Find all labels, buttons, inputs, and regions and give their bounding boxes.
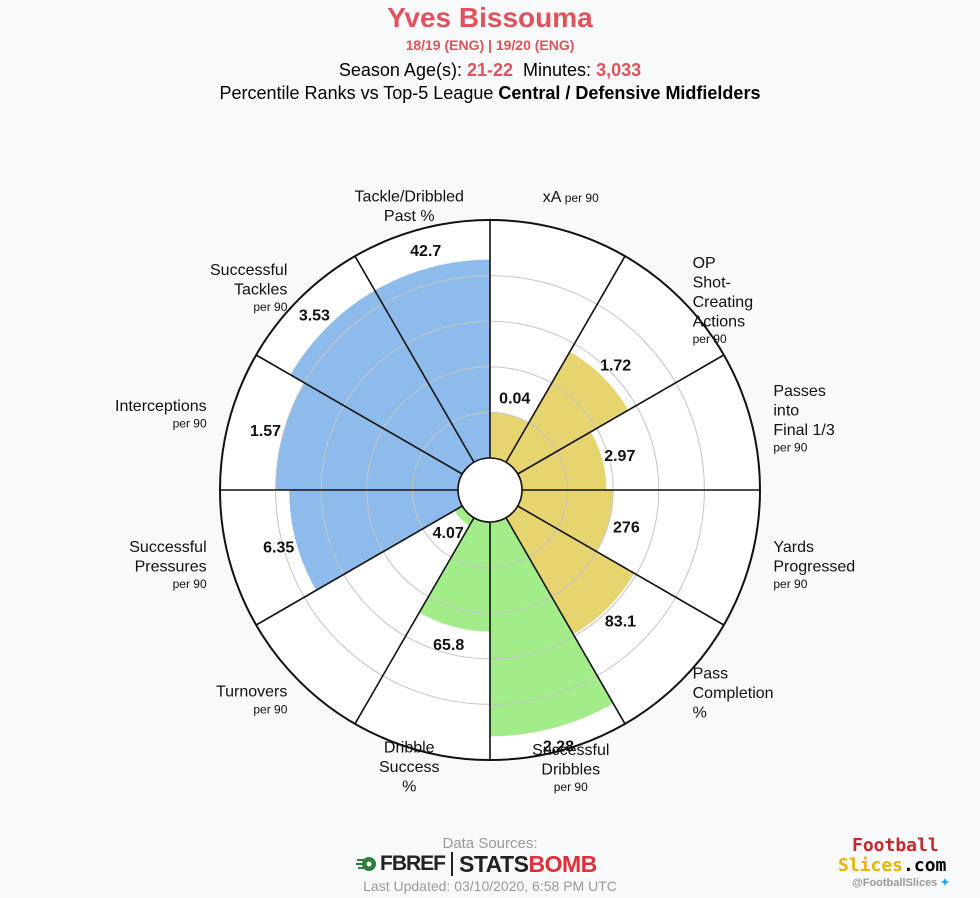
category-per90-2: per 90 <box>773 441 807 455</box>
footballslices-brand: Football Slices.com @FootballSlices ✦ <box>838 836 978 890</box>
minutes-value: 3,033 <box>596 60 642 80</box>
value-label-0: 0.04 <box>499 391 530 408</box>
category-label-8-line-1: Pressures <box>135 559 207 576</box>
category-label-6-line-1: Success <box>379 759 439 776</box>
category-label-3-line-1: Progressed <box>773 559 855 576</box>
statsbomb-text-b: BOMB <box>528 850 597 877</box>
data-source-logos: FBREF STATSBOMB <box>356 850 626 878</box>
fbref-ball-icon <box>356 857 376 871</box>
fbref-text: FBREF <box>380 852 446 875</box>
subtitle: Percentile Ranks vs Top-5 League Central… <box>0 83 980 104</box>
statsbomb-text-a: STATS <box>459 850 529 877</box>
category-label-10-line-1: Tackles <box>234 281 287 298</box>
spoke-11 <box>354 255 475 463</box>
minutes-label: Minutes: <box>523 60 592 80</box>
data-sources-label: Data Sources: <box>442 835 538 852</box>
category-per90-7: per 90 <box>253 702 287 716</box>
value-label-5: 2.28 <box>543 738 574 755</box>
category-label-0-line-0: xA per 90 <box>543 189 599 206</box>
bar-3 <box>517 490 614 552</box>
value-label-9: 1.57 <box>250 423 281 440</box>
category-per90-10: per 90 <box>253 300 287 314</box>
category-per90-8: per 90 <box>173 577 207 591</box>
category-label-1-line-0: OP <box>693 255 716 272</box>
brand-line-2: Slices.com <box>838 856 978 876</box>
value-label-1: 1.72 <box>600 357 631 374</box>
spoke-5 <box>505 517 626 725</box>
category-label-1-line-3: Actions <box>693 313 745 330</box>
spoke-1 <box>505 255 626 463</box>
season-age-label: Season Age(s): <box>338 60 462 80</box>
outer-ring <box>219 219 761 761</box>
bar-9 <box>275 382 463 490</box>
bar-4 <box>506 506 635 635</box>
category-label-1-line-1: Shot- <box>693 274 731 291</box>
bar-11 <box>374 259 490 463</box>
category-label-4-line-2: % <box>693 704 707 721</box>
category-label-2-line-1: into <box>773 403 799 420</box>
bar-6 <box>419 517 490 632</box>
category-per90-9: per 90 <box>173 417 207 431</box>
category-label-7-line-0: Turnovers <box>216 684 287 701</box>
category-label-1-line-2: Creating <box>693 294 753 311</box>
category-label-11-line-1: Past % <box>384 208 435 225</box>
center-hole <box>457 457 523 523</box>
category-label-2-line-0: Passes <box>773 383 825 400</box>
category-label-8-line-0: Successful <box>129 539 206 556</box>
spoke-10 <box>255 354 463 475</box>
category-label-4-line-0: Pass <box>693 665 729 682</box>
spoke-4 <box>517 505 725 626</box>
bar-8 <box>289 490 463 591</box>
bar-7 <box>454 506 474 526</box>
twitter-bird-icon: ✦ <box>940 877 950 889</box>
logo-divider <box>451 852 453 876</box>
category-per90-3: per 90 <box>773 577 807 591</box>
statsbomb-logo: STATSBOMB <box>459 851 597 878</box>
value-label-3: 276 <box>613 520 640 537</box>
bar-5 <box>490 517 614 737</box>
seasons: 18/19 (ENG) | 19/20 (ENG) <box>405 37 575 53</box>
value-label-11: 42.7 <box>410 243 441 260</box>
player-name: Yves Bissouma <box>387 2 593 33</box>
bar-1 <box>506 351 629 474</box>
value-label-6: 65.8 <box>433 637 464 654</box>
category-label-11-line-0: Tackle/Dribbled <box>355 189 464 206</box>
category-label-3-line-0: Yards <box>773 539 814 556</box>
spoke-2 <box>517 354 725 475</box>
category-per90-5: per 90 <box>554 780 588 794</box>
brand-line-2b: .com <box>903 855 947 876</box>
category-label-9-line-0: Interceptions <box>115 398 207 415</box>
category-label-4-line-1: Completion <box>693 685 774 702</box>
category-label-10-line-0: Successful <box>210 262 287 279</box>
bar-0 <box>490 412 529 463</box>
fbref-logo: FBREF <box>356 852 446 876</box>
value-label-2: 2.97 <box>604 448 635 465</box>
last-updated: Last Updated: 03/10/2020, 6:58 PM UTC <box>363 878 617 894</box>
category-per90-1: per 90 <box>693 332 727 346</box>
category-per90-0: per 90 <box>561 191 599 205</box>
bar-10 <box>290 290 474 474</box>
twitter-handle-text: @FootballSlices <box>852 877 938 889</box>
category-label-2-line-2: Final 1/3 <box>773 422 834 439</box>
brand-line-1: Football <box>852 835 939 856</box>
value-label-10: 3.53 <box>299 307 330 324</box>
category-label-6-line-0: Dribble <box>384 739 435 756</box>
twitter-handle: @FootballSlices ✦ <box>838 876 978 890</box>
subtitle-prefix: Percentile Ranks vs Top-5 League <box>219 83 494 103</box>
brand-line-2a: Slices <box>838 855 904 876</box>
value-label-8: 6.35 <box>263 540 294 557</box>
value-label-7: 4.07 <box>433 525 464 542</box>
spoke-8 <box>255 505 463 626</box>
season-age-line: Season Age(s): 21-22 Minutes: 3,033 <box>0 60 980 81</box>
category-label-6-line-2: % <box>402 778 416 795</box>
category-label-5-line-1: Dribbles <box>541 762 600 779</box>
subtitle-position: Central / Defensive Midfielders <box>498 83 761 103</box>
season-age-value: 21-22 <box>466 60 514 80</box>
category-label-5-line-0: Successful <box>532 742 609 759</box>
value-label-4: 83.1 <box>605 613 636 630</box>
spoke-7 <box>354 517 475 725</box>
